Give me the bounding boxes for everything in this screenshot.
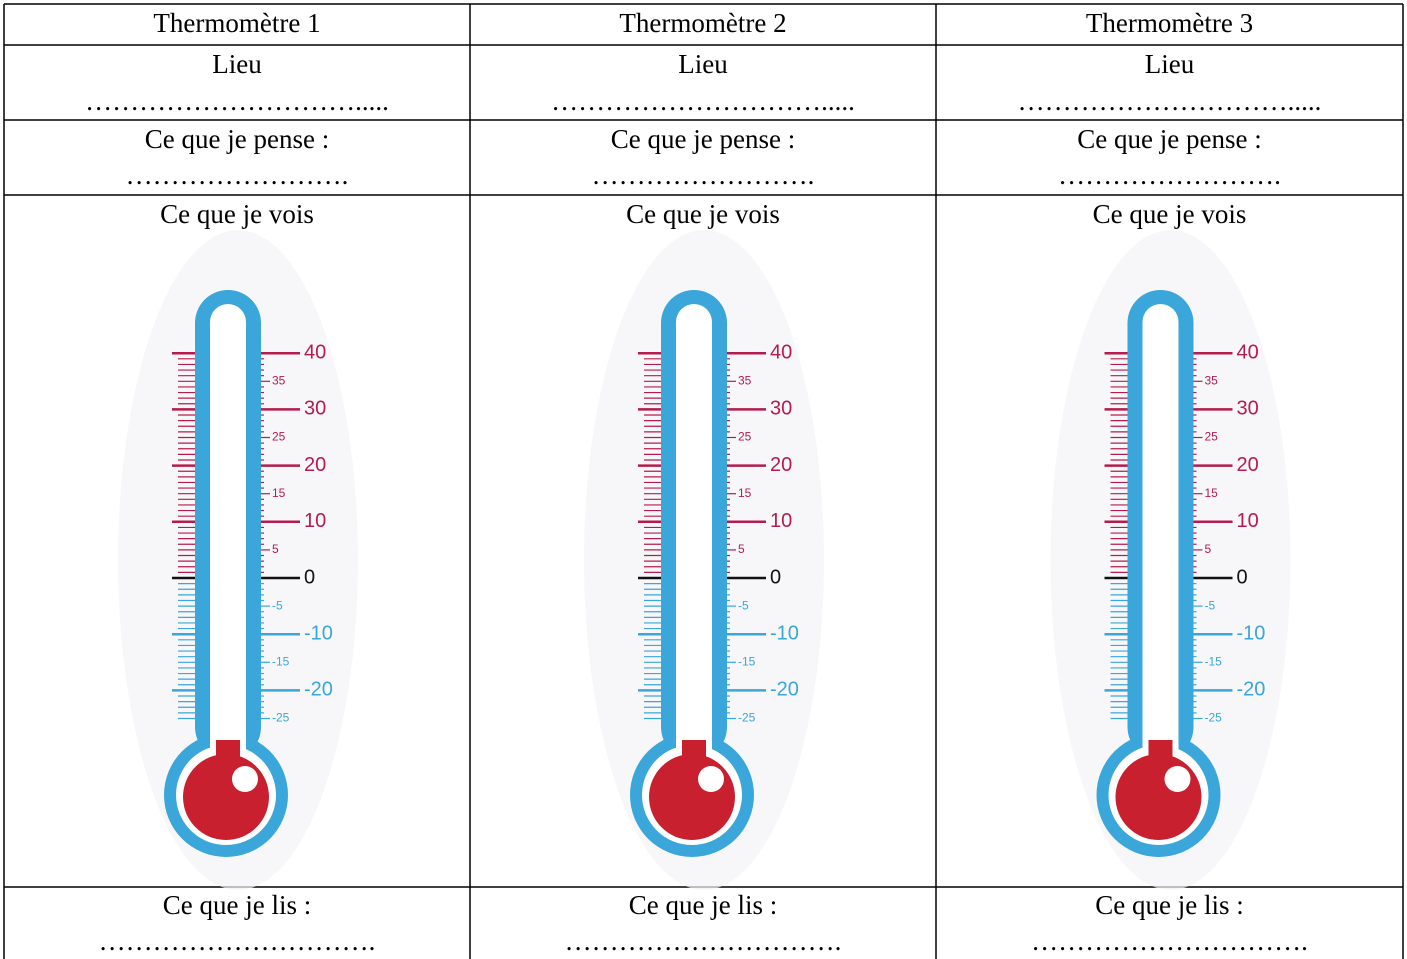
think-label: Ce que je pense :	[1077, 124, 1261, 154]
see-label: Ce que je vois	[160, 199, 314, 229]
read-blank: ………………………….	[1031, 926, 1308, 956]
scale-label: 25	[272, 430, 286, 444]
scale-label: -15	[272, 654, 290, 668]
tube-inner	[210, 304, 246, 774]
thermometer: 40 35 30 25 20 15 10 5 0 -5 -10 -15 -20 -25	[1051, 230, 1291, 890]
scale-label: -10	[770, 622, 799, 644]
scale-label: 10	[1237, 510, 1259, 532]
scale-label: 0	[1237, 566, 1248, 588]
place-blank: ………………………….....	[551, 86, 855, 116]
scale-label: 35	[1205, 373, 1219, 387]
highlight	[1165, 766, 1191, 792]
scale-label: 30	[770, 398, 792, 420]
read-label: Ce que je lis :	[1095, 890, 1243, 920]
scale-label: -25	[272, 711, 290, 725]
scale-label: -20	[1237, 679, 1266, 701]
read-label: Ce que je lis :	[629, 890, 777, 920]
scale-label: 15	[738, 486, 752, 500]
scale-label: 30	[304, 398, 326, 420]
read-blank: ………………………….	[99, 926, 376, 956]
highlight	[698, 766, 724, 792]
read-label: Ce que je lis :	[163, 890, 311, 920]
scale-label: 5	[738, 542, 745, 556]
worksheet: Thermomètre 1 Lieu …………………………..... Ce que j…	[0, 0, 1407, 959]
scale-label: 40	[770, 341, 792, 363]
scale-label: 0	[304, 566, 315, 588]
scale-label: -10	[304, 622, 333, 644]
scale-label: -25	[738, 711, 756, 725]
thermometer: 40 35 30 25 20 15 10 5 0 -5 -10 -15 -20 -25	[584, 230, 824, 890]
scale-label: -15	[738, 654, 756, 668]
tube-inner	[1143, 304, 1179, 774]
scale-label: 10	[770, 510, 792, 532]
scale-label: 5	[272, 542, 279, 556]
scale-label: 20	[770, 454, 792, 476]
thermometer: 40 35 30 25 20 15 10 5 0 -5 -10 -15 -20 -25	[118, 230, 358, 890]
see-label: Ce que je vois	[1093, 199, 1247, 229]
bulb	[649, 754, 735, 840]
scale-label: -5	[738, 598, 749, 612]
read-blank: ………………………….	[565, 926, 842, 956]
title: Thermomètre 1	[153, 8, 320, 38]
place-blank: ………………………….....	[85, 86, 389, 116]
place-label: Lieu	[1145, 49, 1195, 79]
think-label: Ce que je pense :	[145, 124, 329, 154]
tube-inner	[676, 304, 712, 774]
think-blank: …………………….	[1058, 160, 1281, 190]
page: Thermomètre 1 Lieu …………………………..... Ce que j…	[0, 0, 1407, 959]
title: Thermomètre 2	[619, 8, 786, 38]
think-blank: …………………….	[126, 160, 349, 190]
scale-label: 15	[272, 486, 286, 500]
think-blank: …………………….	[592, 160, 815, 190]
scale-label: 35	[272, 373, 286, 387]
place-label: Lieu	[678, 49, 728, 79]
place-blank: ………………………….....	[1018, 86, 1322, 116]
think-label: Ce que je pense :	[611, 124, 795, 154]
scale-label: 10	[304, 510, 326, 532]
scale-label: -5	[272, 598, 283, 612]
scale-label: 20	[1237, 454, 1259, 476]
see-label: Ce que je vois	[626, 199, 780, 229]
place-label: Lieu	[212, 49, 262, 79]
scale-label: -5	[1205, 598, 1216, 612]
bulb	[1116, 754, 1202, 840]
scale-label: 40	[304, 341, 326, 363]
scale-label: 35	[738, 373, 752, 387]
title: Thermomètre 3	[1086, 8, 1253, 38]
scale-label: -25	[1205, 711, 1223, 725]
scale-label: -20	[770, 679, 799, 701]
scale-label: 40	[1237, 341, 1259, 363]
scale-label: 20	[304, 454, 326, 476]
scale-label: 25	[738, 430, 752, 444]
scale-label: -10	[1237, 622, 1266, 644]
scale-label: -20	[304, 679, 333, 701]
scale-label: 0	[770, 566, 781, 588]
scale-label: 5	[1205, 542, 1212, 556]
highlight	[232, 766, 258, 792]
scale-label: 25	[1205, 430, 1219, 444]
scale-label: 15	[1205, 486, 1219, 500]
scale-label: -15	[1205, 654, 1223, 668]
scale-label: 30	[1237, 398, 1259, 420]
bulb	[183, 754, 269, 840]
